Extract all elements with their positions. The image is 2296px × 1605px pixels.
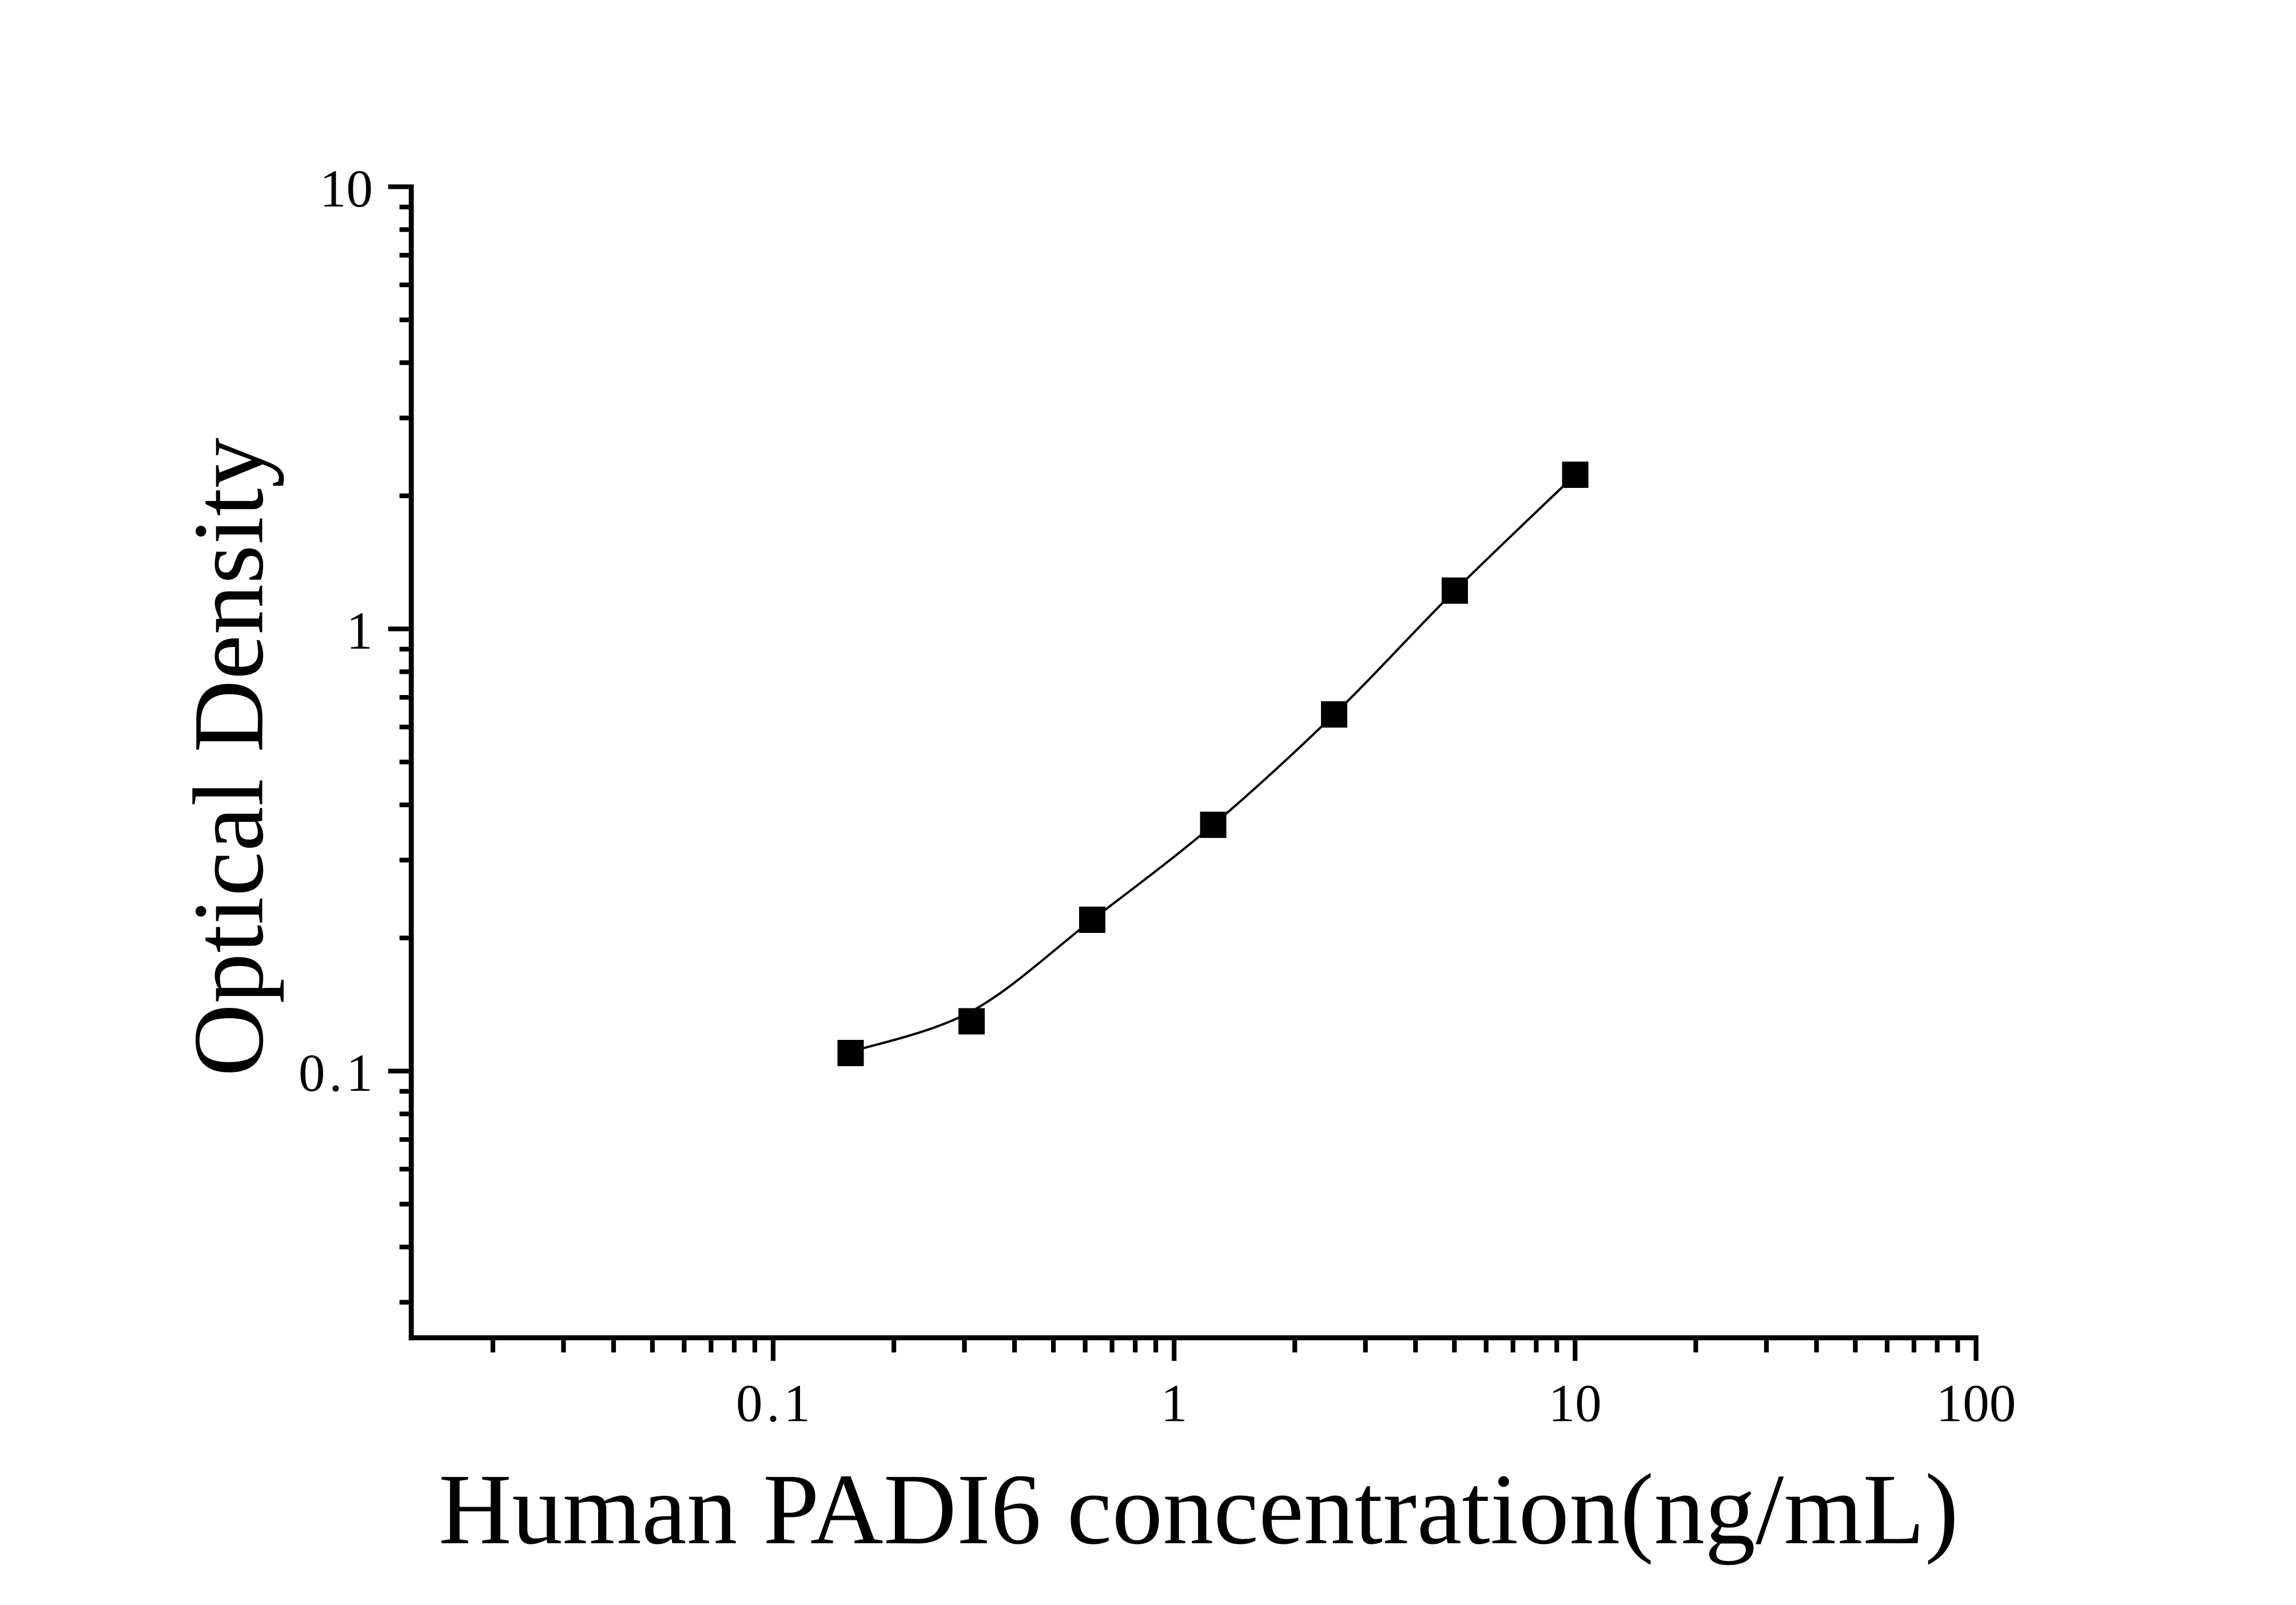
- svg-text:100: 100: [1936, 1374, 2016, 1433]
- svg-text:1: 1: [347, 602, 373, 661]
- svg-text:0.1: 0.1: [736, 1374, 810, 1433]
- svg-text:1: 1: [1161, 1374, 1188, 1433]
- svg-text:Human PADI6 concentration(ng/m: Human PADI6 concentration(ng/mL): [439, 1453, 1959, 1566]
- svg-text:10: 10: [1549, 1374, 1602, 1433]
- svg-text:0.1: 0.1: [299, 1044, 373, 1103]
- svg-text:10: 10: [320, 160, 373, 218]
- svg-text:Optical Density: Optical Density: [173, 438, 285, 1076]
